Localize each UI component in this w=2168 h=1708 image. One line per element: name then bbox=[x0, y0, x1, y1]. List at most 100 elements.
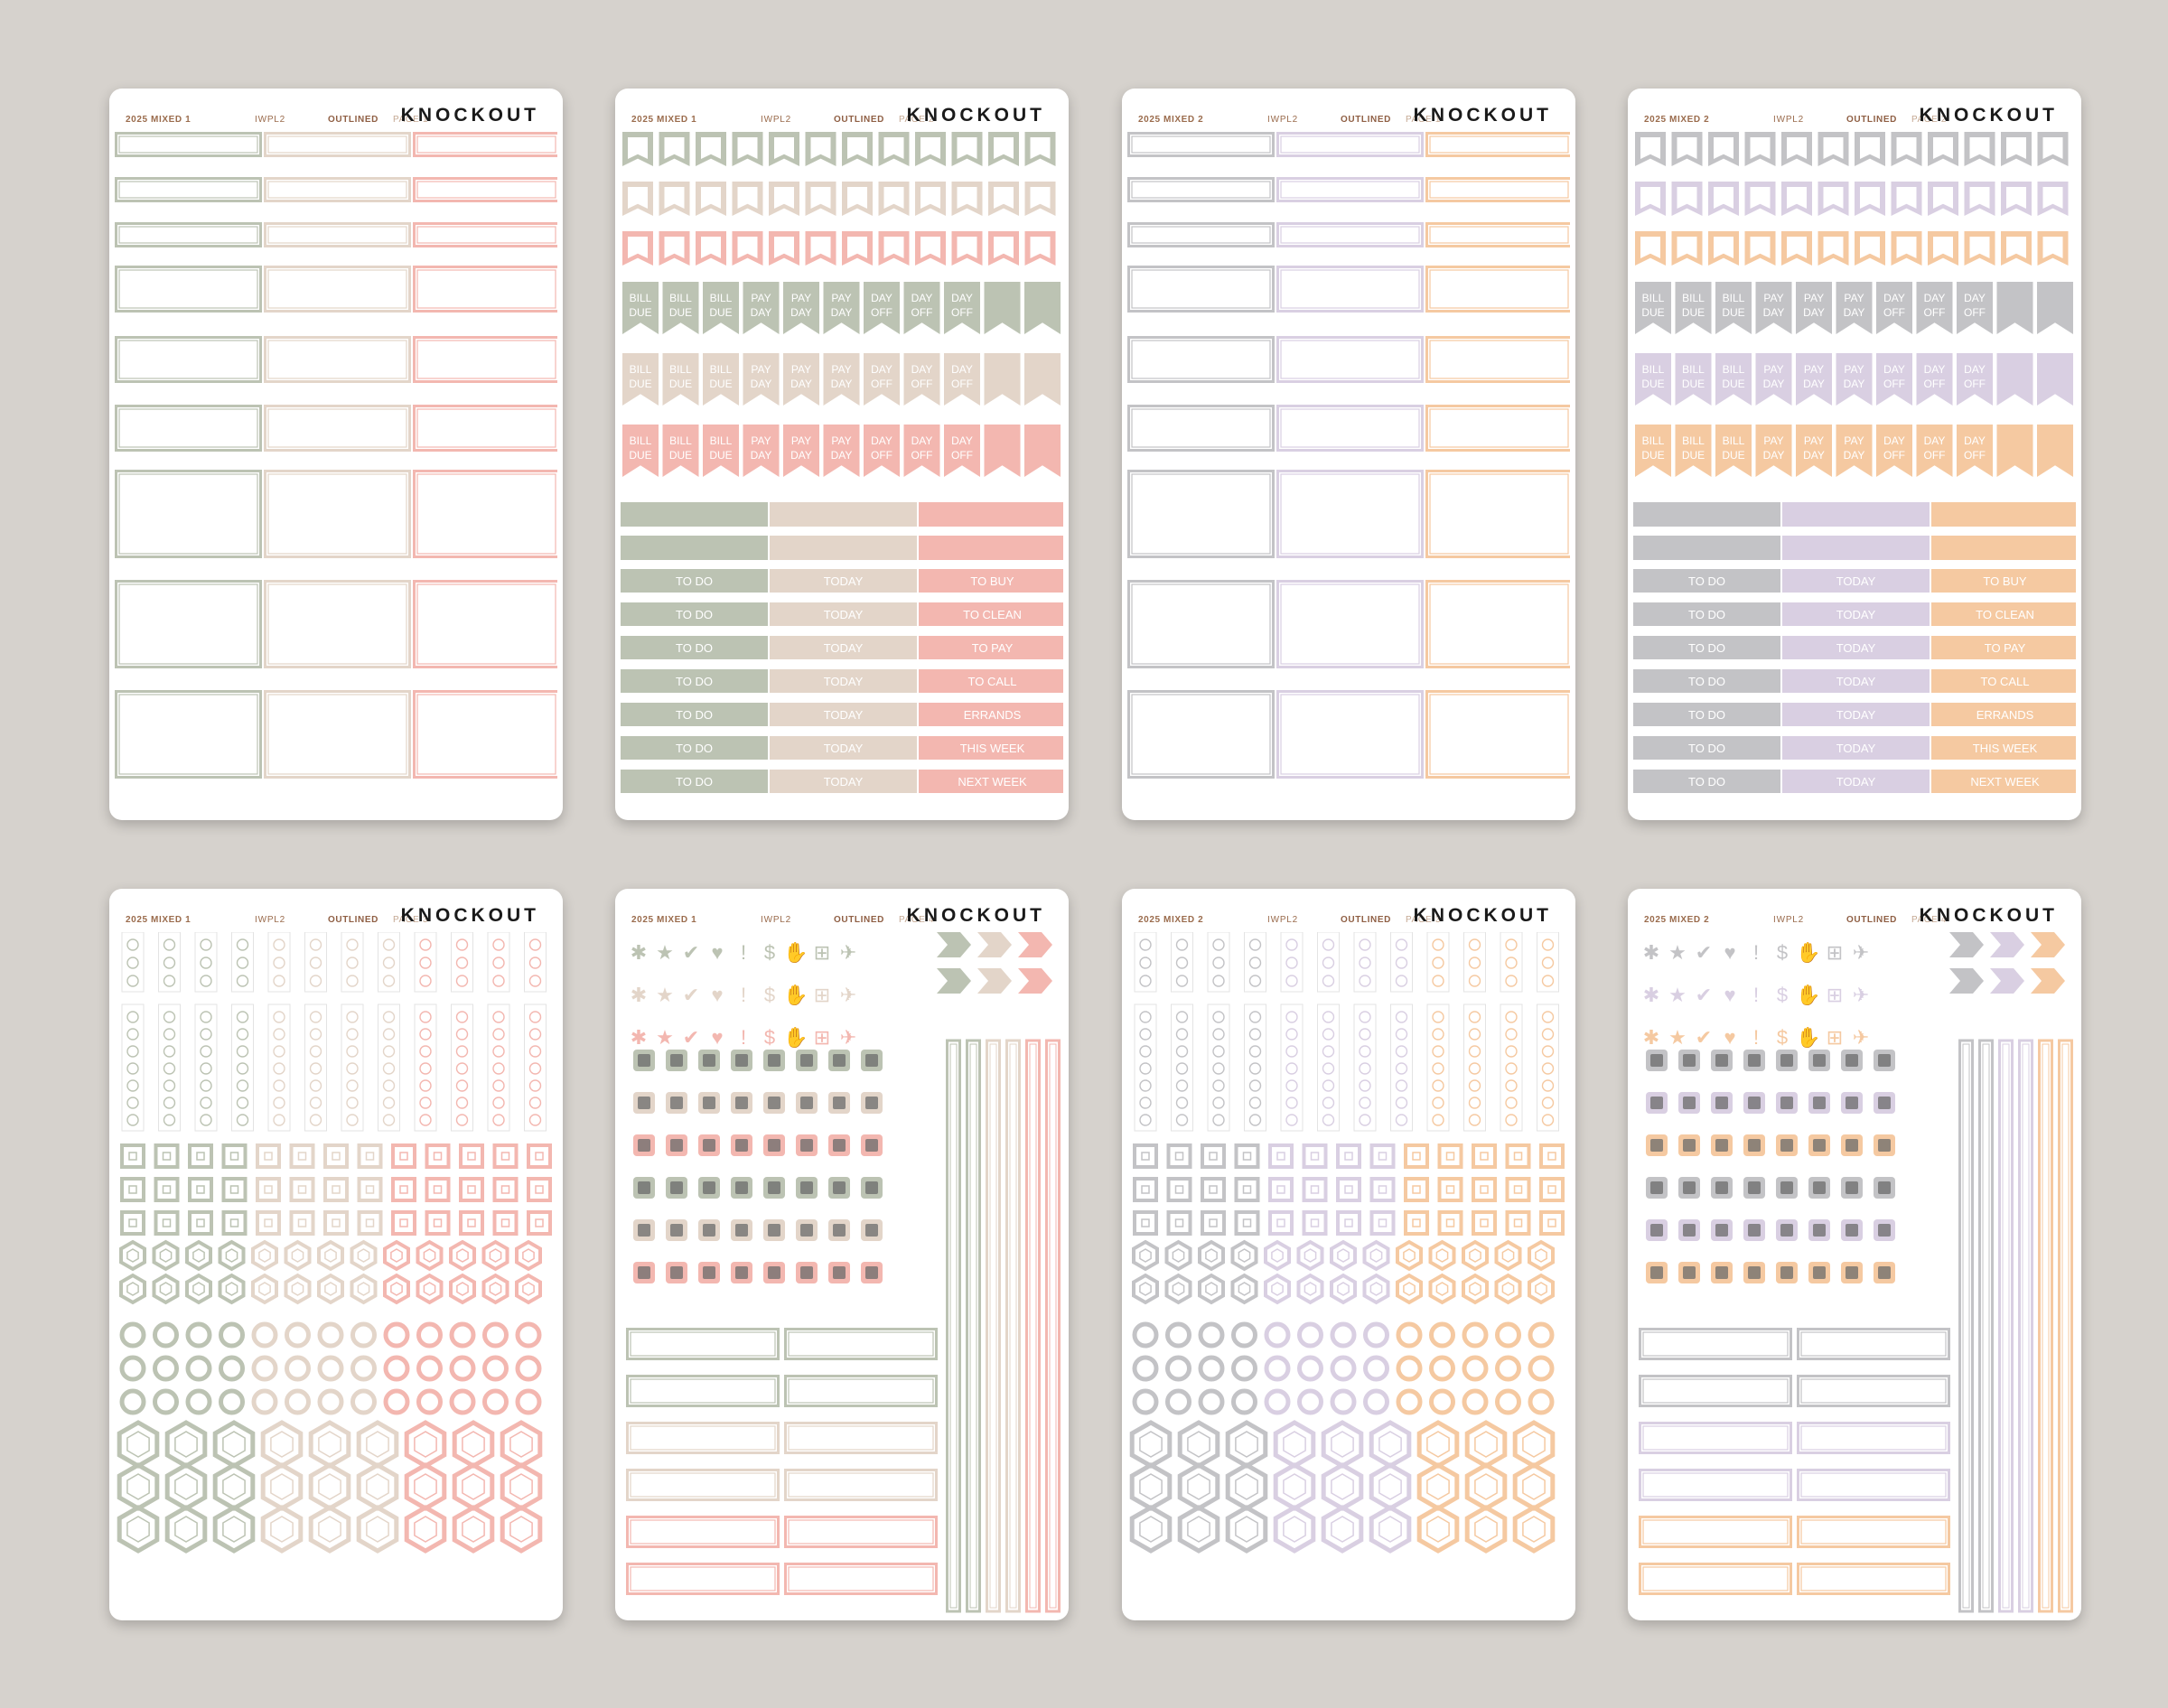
square-sticker bbox=[527, 1143, 552, 1169]
circle-sticker bbox=[482, 1321, 509, 1349]
flag-label: OFF bbox=[951, 378, 973, 390]
circle-sticker bbox=[1264, 1388, 1291, 1415]
square-sticker bbox=[1133, 1143, 1158, 1169]
page-label: PAGE 3 bbox=[393, 915, 428, 925]
checklist-strip bbox=[1244, 932, 1266, 993]
label-bar-text: TO DO bbox=[1688, 641, 1725, 655]
flag-label: DAY bbox=[1803, 449, 1825, 462]
collection-name: 2025 MIXED 1 bbox=[631, 115, 697, 125]
header-bar bbox=[1633, 536, 1780, 560]
circle-sticker bbox=[383, 1321, 410, 1349]
flag-label: BILL bbox=[1642, 292, 1665, 304]
circle-sticker bbox=[1396, 1388, 1423, 1415]
planner-icon: ⊞ bbox=[814, 941, 830, 964]
outlined-box bbox=[115, 470, 262, 558]
label-bar bbox=[1931, 736, 2076, 760]
hexagon-sticker bbox=[1462, 1273, 1489, 1305]
flag-label: DUE bbox=[669, 378, 692, 390]
flag-label: OFF bbox=[911, 306, 933, 319]
square-sticker bbox=[1133, 1177, 1158, 1202]
hexagon-sticker bbox=[350, 1239, 378, 1272]
outlined-box bbox=[1425, 470, 1570, 558]
square-sticker bbox=[1472, 1177, 1497, 1202]
circle-sticker bbox=[153, 1388, 179, 1415]
labeled-flag bbox=[1836, 353, 1873, 406]
outlined-box bbox=[1127, 580, 1275, 668]
page-label: PAGE 2 bbox=[1911, 115, 1947, 125]
square-sticker bbox=[1369, 1143, 1396, 1169]
hexagon-sticker bbox=[383, 1239, 410, 1272]
checklist-strip bbox=[121, 1003, 145, 1132]
outlined-box bbox=[264, 336, 411, 383]
hexagon-sticker bbox=[1296, 1239, 1324, 1272]
flag-label: PAY bbox=[831, 363, 851, 376]
square-sticker bbox=[323, 1210, 349, 1236]
hexagon-sticker bbox=[449, 1239, 476, 1272]
checklist-strip bbox=[1134, 932, 1157, 993]
labeled-flag bbox=[903, 425, 940, 477]
hexagon-sticker bbox=[1296, 1273, 1324, 1305]
product-code: IWPL2 bbox=[255, 915, 286, 925]
label-box bbox=[626, 1375, 780, 1407]
planner-icon: ✋ bbox=[1796, 984, 1820, 1006]
planner-icon: ✋ bbox=[1796, 941, 1820, 964]
hexagon-sticker bbox=[515, 1239, 542, 1272]
label-bar bbox=[770, 636, 917, 659]
label-bar bbox=[919, 770, 1063, 793]
outlined-box bbox=[413, 690, 557, 779]
checklist-strip bbox=[304, 932, 327, 993]
large-hexagon-sticker bbox=[164, 1420, 208, 1469]
page-label: PAGE 1 bbox=[1406, 115, 1441, 125]
large-hexagon-sticker bbox=[164, 1505, 208, 1554]
hexagon-sticker bbox=[1230, 1273, 1258, 1305]
collection-name: 2025 MIXED 2 bbox=[1138, 115, 1204, 125]
large-hexagon-sticker bbox=[452, 1420, 495, 1469]
flag-label: DAY bbox=[951, 292, 973, 304]
large-hexagon-sticker bbox=[212, 1420, 256, 1469]
flag-label: OFF bbox=[911, 449, 933, 462]
outlined-box bbox=[1276, 177, 1424, 202]
header-bar bbox=[1782, 536, 1930, 560]
circle-sticker bbox=[1462, 1388, 1489, 1415]
brand-logo: KNOCKOUT bbox=[1413, 905, 1552, 926]
large-hexagon-sticker bbox=[1464, 1420, 1508, 1469]
square-sticker bbox=[1201, 1177, 1226, 1202]
hexagon-sticker bbox=[1330, 1239, 1357, 1272]
square-sticker bbox=[256, 1210, 281, 1236]
flag-label: PAY bbox=[831, 434, 851, 447]
circle-sticker bbox=[416, 1321, 443, 1349]
labeled-flag bbox=[662, 353, 699, 406]
labeled-flag bbox=[1024, 282, 1061, 334]
flag-label: OFF bbox=[951, 449, 973, 462]
labeled-flag bbox=[2037, 425, 2073, 477]
square-sticker bbox=[1539, 1143, 1565, 1169]
large-hexagon-sticker bbox=[1369, 1505, 1412, 1554]
square-sticker bbox=[1437, 1210, 1463, 1236]
label-bar-text: TO CLEAN bbox=[1976, 608, 2034, 621]
flag-label: BILL bbox=[669, 363, 692, 376]
large-hexagon-sticker bbox=[500, 1420, 543, 1469]
planner-icon: ✱ bbox=[631, 941, 647, 964]
planner-icon: ✱ bbox=[1643, 984, 1659, 1006]
label-box bbox=[626, 1328, 780, 1360]
flag-label: PAY bbox=[1763, 363, 1783, 376]
labeled-flag bbox=[1635, 282, 1671, 334]
collection-name: 2025 MIXED 1 bbox=[126, 115, 192, 125]
square-sticker bbox=[459, 1177, 484, 1202]
checklist-strip bbox=[1207, 932, 1230, 993]
product-code: IWPL2 bbox=[1267, 115, 1299, 125]
circle-sticker bbox=[1165, 1355, 1191, 1382]
flag-label: BILL bbox=[1682, 363, 1705, 376]
label-bar-text: NEXT WEEK bbox=[1970, 775, 2040, 789]
outlined-box bbox=[264, 222, 411, 247]
labeled-flag bbox=[1996, 282, 2033, 334]
checklist-strip bbox=[231, 1003, 254, 1132]
circle-sticker bbox=[449, 1355, 476, 1382]
outlined-box bbox=[115, 690, 262, 779]
circle-sticker bbox=[482, 1388, 509, 1415]
circle-sticker bbox=[1429, 1388, 1455, 1415]
checklist-strip bbox=[378, 1003, 400, 1132]
sticker-sheet: 2025 MIXED 1 IWPL2 OUTLINED PAGE 1 KNOCK… bbox=[109, 89, 563, 820]
large-hexagon-sticker bbox=[1512, 1505, 1556, 1554]
planner-icon: ✱ bbox=[1643, 1026, 1659, 1049]
